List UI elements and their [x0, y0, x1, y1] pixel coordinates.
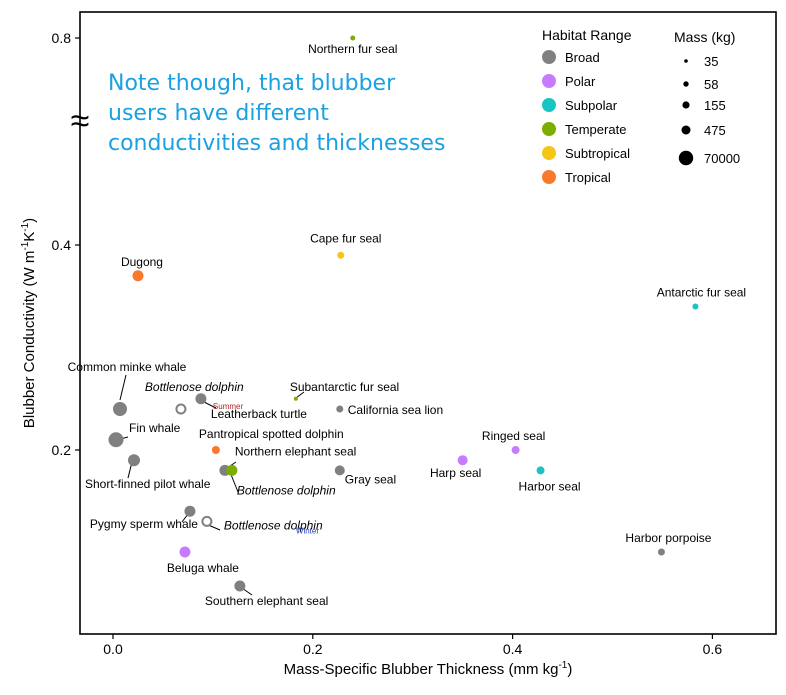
legend-label-tropical: Tropical — [565, 170, 611, 185]
legend-label-subpolar: Subpolar — [565, 98, 618, 113]
point-ringed-seal — [511, 446, 520, 454]
label-dugong: Dugong — [121, 255, 163, 269]
x-tick-label-0-0: 0.0 — [103, 641, 123, 657]
mass-legend-dot-58 — [683, 81, 689, 87]
x-tick-label-0-6: 0.6 — [703, 641, 723, 657]
point-subantarctic-fur-seal — [293, 396, 298, 401]
label-cape-fur-seal: Cape fur seal — [310, 231, 381, 245]
mass-legend-dot-70000 — [678, 150, 694, 166]
point-northern-fur-seal — [350, 35, 356, 41]
label-subantarctic-fur-seal: Subantarctic fur seal — [290, 380, 399, 394]
legend-swatch-tropical — [542, 170, 556, 184]
mass-legend-dot-475 — [681, 125, 691, 135]
habitat-legend-title: Habitat Range — [542, 27, 632, 43]
point-harbor-porpoise — [657, 548, 665, 556]
label-southern-elephant-seal: Southern elephant seal — [205, 594, 328, 608]
annotation-note: Note though, that blubber users have dif… — [108, 71, 445, 156]
season-label-bottlenose-dolphin-summer: Summer — [213, 402, 244, 411]
point-beluga-whale — [179, 546, 191, 558]
point-pantropical-spotted-dolphin — [211, 446, 220, 454]
legend-label-temperate: Temperate — [565, 122, 626, 137]
label-gray-seal: Gray seal — [345, 472, 396, 486]
label-ringed-seal: Ringed seal — [482, 429, 545, 443]
label-beluga-whale: Beluga whale — [167, 561, 239, 575]
legend-swatch-polar — [542, 74, 556, 88]
mass-legend-dot-155 — [682, 101, 690, 109]
label-harp-seal: Harp seal — [430, 466, 481, 480]
leader-line-minke — [119, 374, 127, 401]
x-tick-label-0-2: 0.2 — [303, 641, 323, 657]
label-bottlenose-dolphin: Bottlenose dolphin — [237, 483, 336, 497]
point-bottlenose-dolphin-winter — [201, 515, 213, 527]
label-northern-elephant-seal: Northern elephant seal — [235, 444, 356, 458]
label-antarctic-fur-seal: Antarctic fur seal — [657, 286, 746, 300]
point-cape-fur-seal — [337, 251, 345, 259]
label-california-sea-lion: California sea lion — [348, 403, 443, 417]
label-pantropical-spotted-dolphin: Pantropical spotted dolphin — [199, 427, 344, 441]
point-common-minke-whale — [112, 402, 127, 416]
leader-line-subantarctic — [295, 391, 305, 399]
axis-break-symbol: ≈ — [71, 102, 90, 140]
legend-label-broad: Broad — [565, 50, 600, 65]
point-bottlenose-dolphin — [226, 464, 238, 476]
x-axis-ticks: 0.0 0.2 0.4 0.6 — [103, 634, 722, 657]
x-axis-label: Mass-Specific Blubber Thickness (mm kg-1… — [284, 660, 573, 678]
y-tick-label-0-2: 0.2 — [52, 442, 72, 458]
y-tick-label-0-4: 0.4 — [52, 237, 72, 253]
mass-legend-dot-35 — [684, 59, 688, 63]
annotation-line-3: conductivities and thicknesses — [108, 131, 445, 156]
habitat-legend: Habitat Range Broad Polar Subpolar Temperat… — [542, 27, 632, 185]
label-northern-fur-seal: Northern fur seal — [308, 42, 397, 56]
x-tick-label-0-4: 0.4 — [503, 641, 523, 657]
mass-legend-label-58: 58 — [704, 77, 718, 92]
point-leatherback-turtle — [195, 393, 207, 405]
mass-legend-title: Mass (kg) — [674, 29, 735, 45]
legend-swatch-subtropical — [542, 146, 556, 160]
point-bottlenose-dolphin-summer — [175, 403, 187, 415]
y-axis-ticks: 0.2 0.4 0.8 — [52, 30, 80, 458]
label-leatherback-turtle: Leatherback turtle — [211, 407, 307, 421]
point-southern-elephant-seal — [234, 580, 246, 592]
point-harbor-seal — [536, 466, 545, 475]
y-tick-label-0-8: 0.8 — [52, 30, 72, 46]
point-harp-seal — [457, 455, 468, 466]
legend-swatch-subpolar — [542, 98, 556, 112]
point-california-sea-lion — [336, 405, 344, 413]
label-pygmy-sperm-whale: Pygmy sperm whale — [90, 517, 198, 531]
point-gray-seal — [334, 465, 345, 476]
season-label-bottlenose-dolphin-winter: Winter — [296, 526, 319, 535]
label-fin-whale: Fin whale — [129, 421, 181, 435]
point-labels: Northern fur seal Cape fur seal Dugong Anta… — [68, 42, 746, 608]
point-fin-whale — [108, 432, 124, 448]
plot-frame — [79, 11, 777, 635]
annotation-line-2: users have different — [108, 101, 329, 126]
point-pygmy-sperm-whale — [184, 505, 196, 517]
point-dugong — [132, 270, 144, 282]
y-axis-label: Blubber Conductivity (W m-1K-1) — [20, 218, 38, 428]
legend-label-subtropical: Subtropical — [565, 146, 630, 161]
point-antarctic-fur-seal — [692, 303, 699, 310]
label-short-finned-pilot-whale: Short-finned pilot whale — [85, 477, 211, 491]
legend-swatch-broad — [542, 50, 556, 64]
label-harbor-porpoise: Harbor porpoise — [625, 531, 711, 545]
label-harbor-seal: Harbor seal — [519, 479, 581, 493]
mass-legend-label-475: 475 — [704, 123, 726, 138]
mass-legend-label-155: 155 — [704, 98, 726, 113]
annotation-line-1: Note though, that blubber — [108, 71, 396, 96]
label-common-minke-whale: Common minke whale — [68, 360, 187, 374]
legend-swatch-temperate — [542, 122, 556, 136]
legend-label-polar: Polar — [565, 74, 596, 89]
point-short-finned-pilot-whale — [127, 454, 140, 467]
data-points — [108, 35, 699, 592]
mass-legend-label-35: 35 — [704, 54, 718, 69]
label-bottlenose-dolphin-summer: Bottlenose dolphin — [145, 380, 244, 394]
mass-legend: Mass (kg) 35 58 155 475 70000 — [674, 29, 740, 166]
label-bottlenose-dolphin-winter: Bottlenose dolphin — [224, 518, 323, 532]
mass-legend-label-70000: 70000 — [704, 151, 740, 166]
